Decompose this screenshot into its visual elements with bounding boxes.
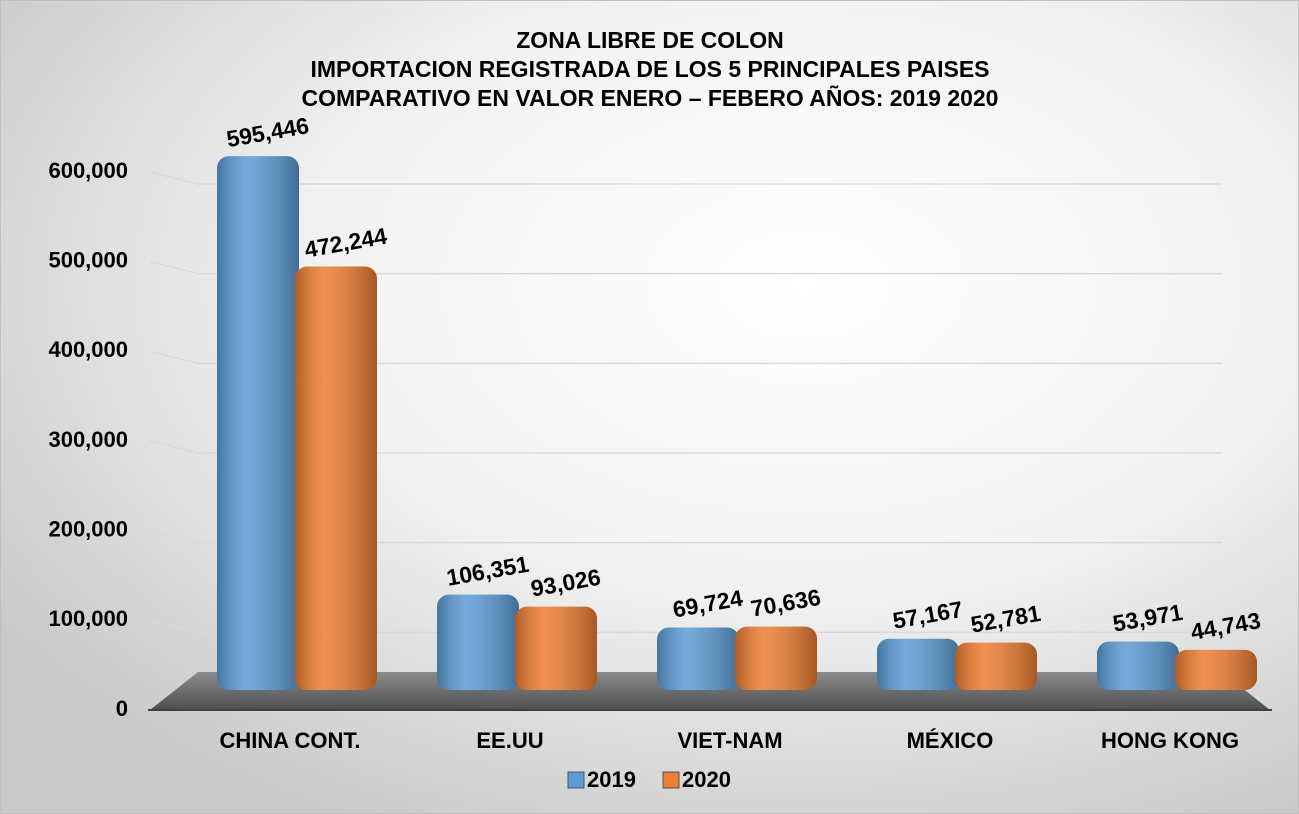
bar bbox=[217, 156, 299, 690]
bar-group bbox=[735, 626, 817, 690]
bar-group bbox=[955, 642, 1037, 690]
grid-line bbox=[149, 440, 1222, 454]
bar bbox=[955, 642, 1037, 690]
bar-group bbox=[437, 594, 519, 690]
bar-group bbox=[515, 606, 597, 690]
y-tick-label: 200,000 bbox=[48, 516, 128, 541]
bar bbox=[1175, 649, 1257, 690]
bar-group bbox=[295, 266, 377, 690]
bar-group bbox=[657, 627, 739, 690]
bar-group bbox=[877, 638, 959, 690]
bar bbox=[657, 627, 739, 690]
y-tick-label: 500,000 bbox=[48, 247, 128, 272]
chart-title: COMPARATIVO EN VALOR ENERO – FEBERO AÑOS… bbox=[302, 84, 999, 111]
bar bbox=[877, 638, 959, 690]
y-tick-label: 300,000 bbox=[48, 427, 128, 452]
bar bbox=[735, 626, 817, 690]
grid-line bbox=[149, 171, 1222, 185]
y-tick-label: 100,000 bbox=[48, 606, 128, 631]
legend-label: 2020 bbox=[682, 767, 731, 792]
grid-line bbox=[149, 619, 1222, 634]
bar bbox=[1097, 641, 1179, 690]
legend-swatch bbox=[662, 771, 680, 789]
grid-line bbox=[149, 350, 1222, 365]
bar bbox=[295, 266, 377, 690]
bar-group bbox=[217, 156, 299, 690]
legend-label: 2019 bbox=[587, 767, 636, 792]
chart-title: ZONA LIBRE DE COLON bbox=[516, 27, 783, 53]
x-tick-label: MÉXICO bbox=[907, 728, 994, 753]
x-tick-label: HONG KONG bbox=[1101, 728, 1239, 753]
y-tick-label: 600,000 bbox=[48, 158, 128, 183]
grid-line bbox=[149, 529, 1222, 544]
bar bbox=[437, 594, 519, 690]
x-tick-label: EE.UU bbox=[476, 728, 543, 753]
y-tick-label: 0 bbox=[116, 696, 128, 721]
bar-group bbox=[1097, 641, 1179, 690]
x-tick-label: CHINA CONT. bbox=[220, 728, 361, 753]
legend-swatch bbox=[567, 771, 585, 789]
y-tick-label: 400,000 bbox=[48, 337, 128, 362]
bar bbox=[515, 606, 597, 690]
chart-title: IMPORTACION REGISTRADA DE LOS 5 PRINCIPA… bbox=[311, 56, 990, 82]
x-tick-label: VIET-NAM bbox=[677, 728, 782, 753]
bar-group bbox=[1175, 649, 1257, 690]
grid-line bbox=[149, 260, 1222, 275]
